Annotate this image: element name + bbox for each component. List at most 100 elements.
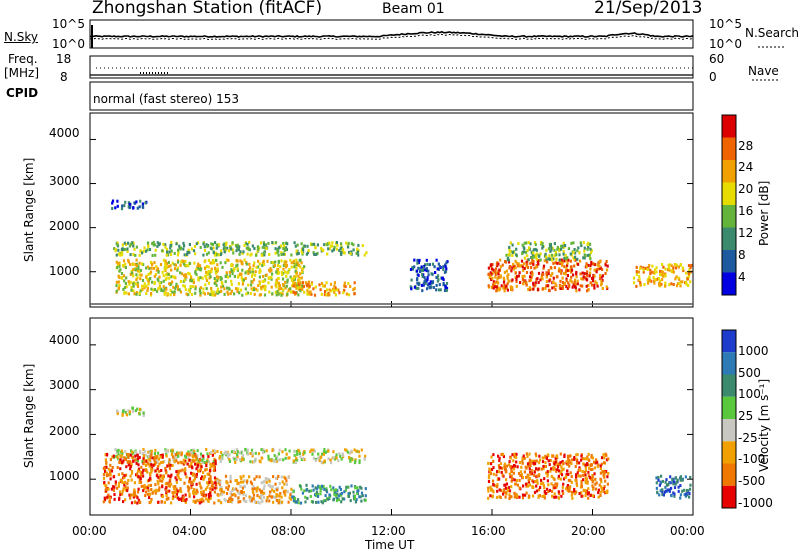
power-cell-1 (146, 286, 149, 290)
velocity-cell-5 (551, 494, 554, 498)
velocity-cell-0 (170, 449, 173, 453)
power-cell-4 (575, 275, 578, 279)
power-cell-1 (224, 280, 227, 284)
velocity-cell-5 (591, 456, 595, 460)
velocity-cell-5 (544, 461, 547, 465)
power-cell-4 (491, 267, 494, 271)
velocity-cell-2 (102, 500, 105, 504)
velocity-cell-2 (150, 463, 153, 467)
velocity-cell-5 (510, 485, 513, 489)
power-cell-1 (250, 283, 253, 287)
velocity-cell-2 (175, 453, 178, 457)
velocity-cell-2 (108, 496, 111, 500)
velocity-cell-0 (150, 449, 153, 453)
velocity-cell-2 (119, 454, 122, 458)
velocity-cell-5 (498, 488, 501, 492)
velocity-cell-4 (295, 500, 298, 504)
power-cell-1 (212, 293, 215, 297)
power-cell-7 (435, 258, 438, 262)
power-cell-2 (343, 284, 346, 288)
velocity-cell-5 (536, 474, 539, 478)
velocity-cell-0 (166, 449, 169, 453)
velocity-cell-5 (521, 476, 524, 479)
velocity-cell-0 (267, 457, 270, 461)
power-cell-1 (262, 274, 265, 278)
velocity-cell-6 (679, 496, 682, 500)
velocity-cell-2 (133, 488, 136, 492)
power-cell-5 (539, 252, 542, 256)
power-cell-1 (167, 265, 170, 269)
power-cell-1 (155, 265, 158, 269)
velocity-cell-5 (500, 466, 503, 470)
velocity-cell-0 (142, 448, 145, 451)
power-cell-1 (272, 265, 275, 269)
velocity-cell-0 (275, 457, 278, 461)
velocity-cell-3 (218, 482, 221, 486)
power-cell-1 (296, 283, 299, 287)
power-cell-1 (169, 264, 172, 268)
velocity-cell-0 (339, 454, 342, 458)
power-cell-2 (320, 282, 324, 285)
velocity-cell-5 (589, 494, 592, 497)
power-cell-0 (282, 252, 285, 256)
power-cell-1 (285, 284, 288, 288)
power-cell-5 (563, 256, 566, 260)
power-cell-1 (122, 288, 125, 291)
velocity-cell-0 (175, 456, 178, 460)
velocity-cell-5 (578, 492, 581, 495)
velocity-cell-2 (150, 467, 153, 471)
velocity-cell-5 (515, 479, 518, 483)
power-cell-2 (353, 292, 356, 296)
power-cell-4 (514, 271, 517, 275)
velocity-cell-0 (358, 459, 361, 463)
velocity-cell-4 (352, 490, 355, 494)
velocity-cell-3 (258, 501, 261, 505)
power-cell-1 (251, 272, 254, 276)
power-cell-0 (124, 248, 127, 251)
velocity-cell-2 (174, 476, 177, 480)
power-cell-1 (233, 292, 236, 296)
velocity-cell-5 (509, 495, 512, 499)
power-cell-4 (578, 288, 581, 292)
power-cell-5 (577, 246, 580, 250)
power-cell-5 (583, 256, 586, 260)
velocity-cell-2 (117, 473, 120, 477)
power-cell-4 (491, 283, 495, 287)
power-cell-1 (251, 267, 254, 271)
power-cell-0 (123, 241, 126, 245)
velocity-cell-5 (528, 452, 531, 456)
velocity-cell-2 (202, 499, 205, 503)
velocity-cell-1 (142, 414, 145, 418)
velocity-cell-3 (231, 489, 234, 493)
velocity-cell-5 (603, 461, 606, 465)
power-cell-0 (215, 253, 218, 257)
power-cell-0 (117, 248, 120, 252)
power-cell-0 (313, 242, 316, 246)
power-cell-1 (120, 276, 124, 280)
velocity-cell-5 (499, 496, 502, 499)
power-cell-1 (263, 286, 266, 290)
velocity-cell-2 (168, 467, 172, 471)
velocity-cell-0 (277, 458, 280, 462)
velocity-cell-5 (537, 495, 540, 499)
velocity-cell-5 (562, 492, 565, 495)
power-cell-1 (155, 268, 158, 272)
power-cell-0 (188, 243, 191, 246)
power-cell-4 (585, 262, 588, 266)
velocity-cell-6 (663, 490, 666, 494)
power-cell-4 (525, 283, 528, 287)
power-cell-1 (285, 260, 288, 264)
velocity-cell-5 (491, 494, 494, 498)
velocity-cell-5 (526, 455, 529, 459)
velocity-cell-3 (248, 498, 251, 502)
power-cell-4 (537, 271, 541, 275)
velocity-cell-2 (136, 490, 140, 494)
power-cell-1 (290, 277, 293, 281)
velocity-cell-4 (322, 499, 326, 503)
power-cell-4 (525, 271, 529, 274)
velocity-cell-2 (119, 458, 122, 462)
power-cell-2 (302, 284, 305, 288)
power-cell-1 (134, 262, 137, 266)
power-cell-1 (245, 270, 248, 274)
velocity-cell-6 (688, 495, 691, 499)
